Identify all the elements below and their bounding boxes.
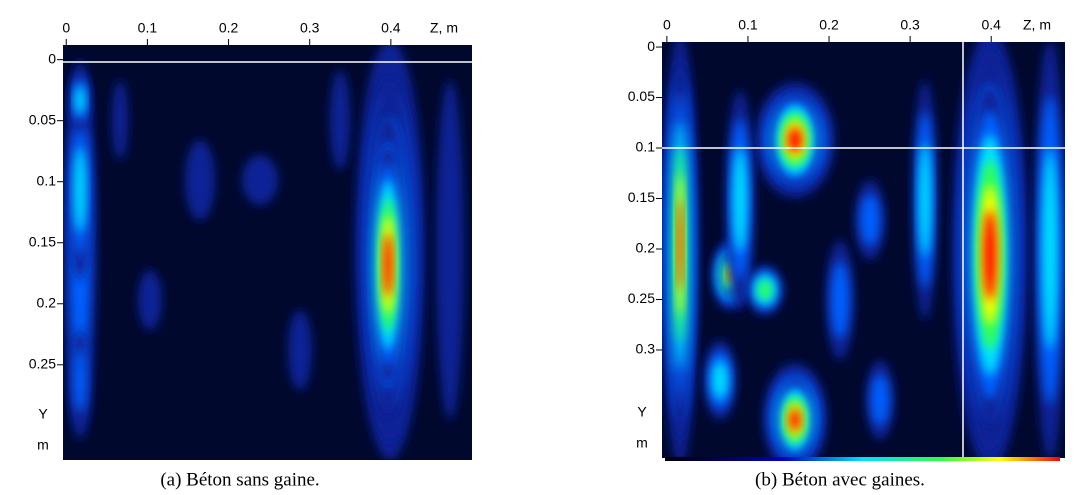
heat-blob [185, 140, 215, 220]
y-tick-label: 0.1 [636, 139, 656, 155]
heatmap-image [64, 45, 464, 460]
heat-blob [288, 310, 312, 390]
y-tick-label: 0.25 [628, 290, 655, 306]
y-tick-label: 0.05 [628, 88, 655, 104]
y-tick-label: 0.25 [29, 355, 56, 371]
heat-blob [1042, 150, 1058, 350]
heatmap-image [662, 42, 1065, 458]
y-axis-label: m [636, 435, 648, 451]
x-tick-label: 0.3 [900, 17, 920, 33]
heat-blob [712, 361, 728, 399]
x-axis-label: Z, m [430, 20, 458, 36]
x-tick-label: 0 [62, 20, 70, 36]
heat-blob [74, 147, 86, 233]
heat-blob [871, 374, 889, 426]
heat-blob [789, 408, 801, 432]
x-tick-label: 0.1 [138, 20, 158, 36]
x-tick-label: 0.3 [300, 20, 320, 36]
heat-blob [733, 147, 747, 253]
x-tick-label: 0.2 [819, 17, 839, 33]
y-tick-label: 0.15 [29, 233, 56, 249]
y-tick-label: 0.2 [37, 294, 57, 310]
caption: (a) Béton sans gaine. [160, 469, 319, 490]
heat-blob [112, 80, 128, 160]
y-tick-label: 0.15 [628, 189, 655, 205]
color-bar [665, 457, 1060, 461]
y-axis-label: Y [38, 406, 48, 422]
x-tick-label: 0.2 [219, 20, 239, 36]
heat-blob [75, 85, 85, 115]
x-tick-label: 0.4 [381, 20, 401, 36]
heat-blob [919, 143, 931, 257]
x-tick-label: 0.4 [981, 17, 1001, 33]
heat-blob [860, 194, 880, 246]
y-axis-label: m [37, 437, 49, 453]
y-tick-label: 0.1 [37, 172, 57, 188]
y-tick-label: 0 [48, 50, 56, 66]
x-axis-label: Z, m [1023, 17, 1051, 33]
heat-blob [983, 210, 997, 300]
heat-blob [330, 70, 350, 170]
heat-blob [831, 261, 849, 339]
heat-blob [383, 233, 393, 297]
heat-blob [138, 270, 162, 330]
x-tick-label: 0.1 [738, 17, 758, 33]
heat-blob [677, 198, 683, 292]
y-axis-label: Y [637, 404, 647, 420]
heat-blob [73, 347, 87, 413]
y-tick-label: 0.05 [29, 111, 56, 127]
caption: (b) Béton avec gaines. [755, 469, 925, 490]
y-tick-label: 0 [647, 38, 655, 54]
y-tick-label: 0.2 [636, 240, 656, 256]
y-tick-label: 0.3 [636, 341, 656, 357]
heat-blob [788, 127, 802, 153]
heat-blob [758, 280, 772, 300]
x-tick-label: 0 [663, 17, 671, 33]
heat-blob [436, 80, 464, 420]
heat-blob [242, 155, 278, 205]
